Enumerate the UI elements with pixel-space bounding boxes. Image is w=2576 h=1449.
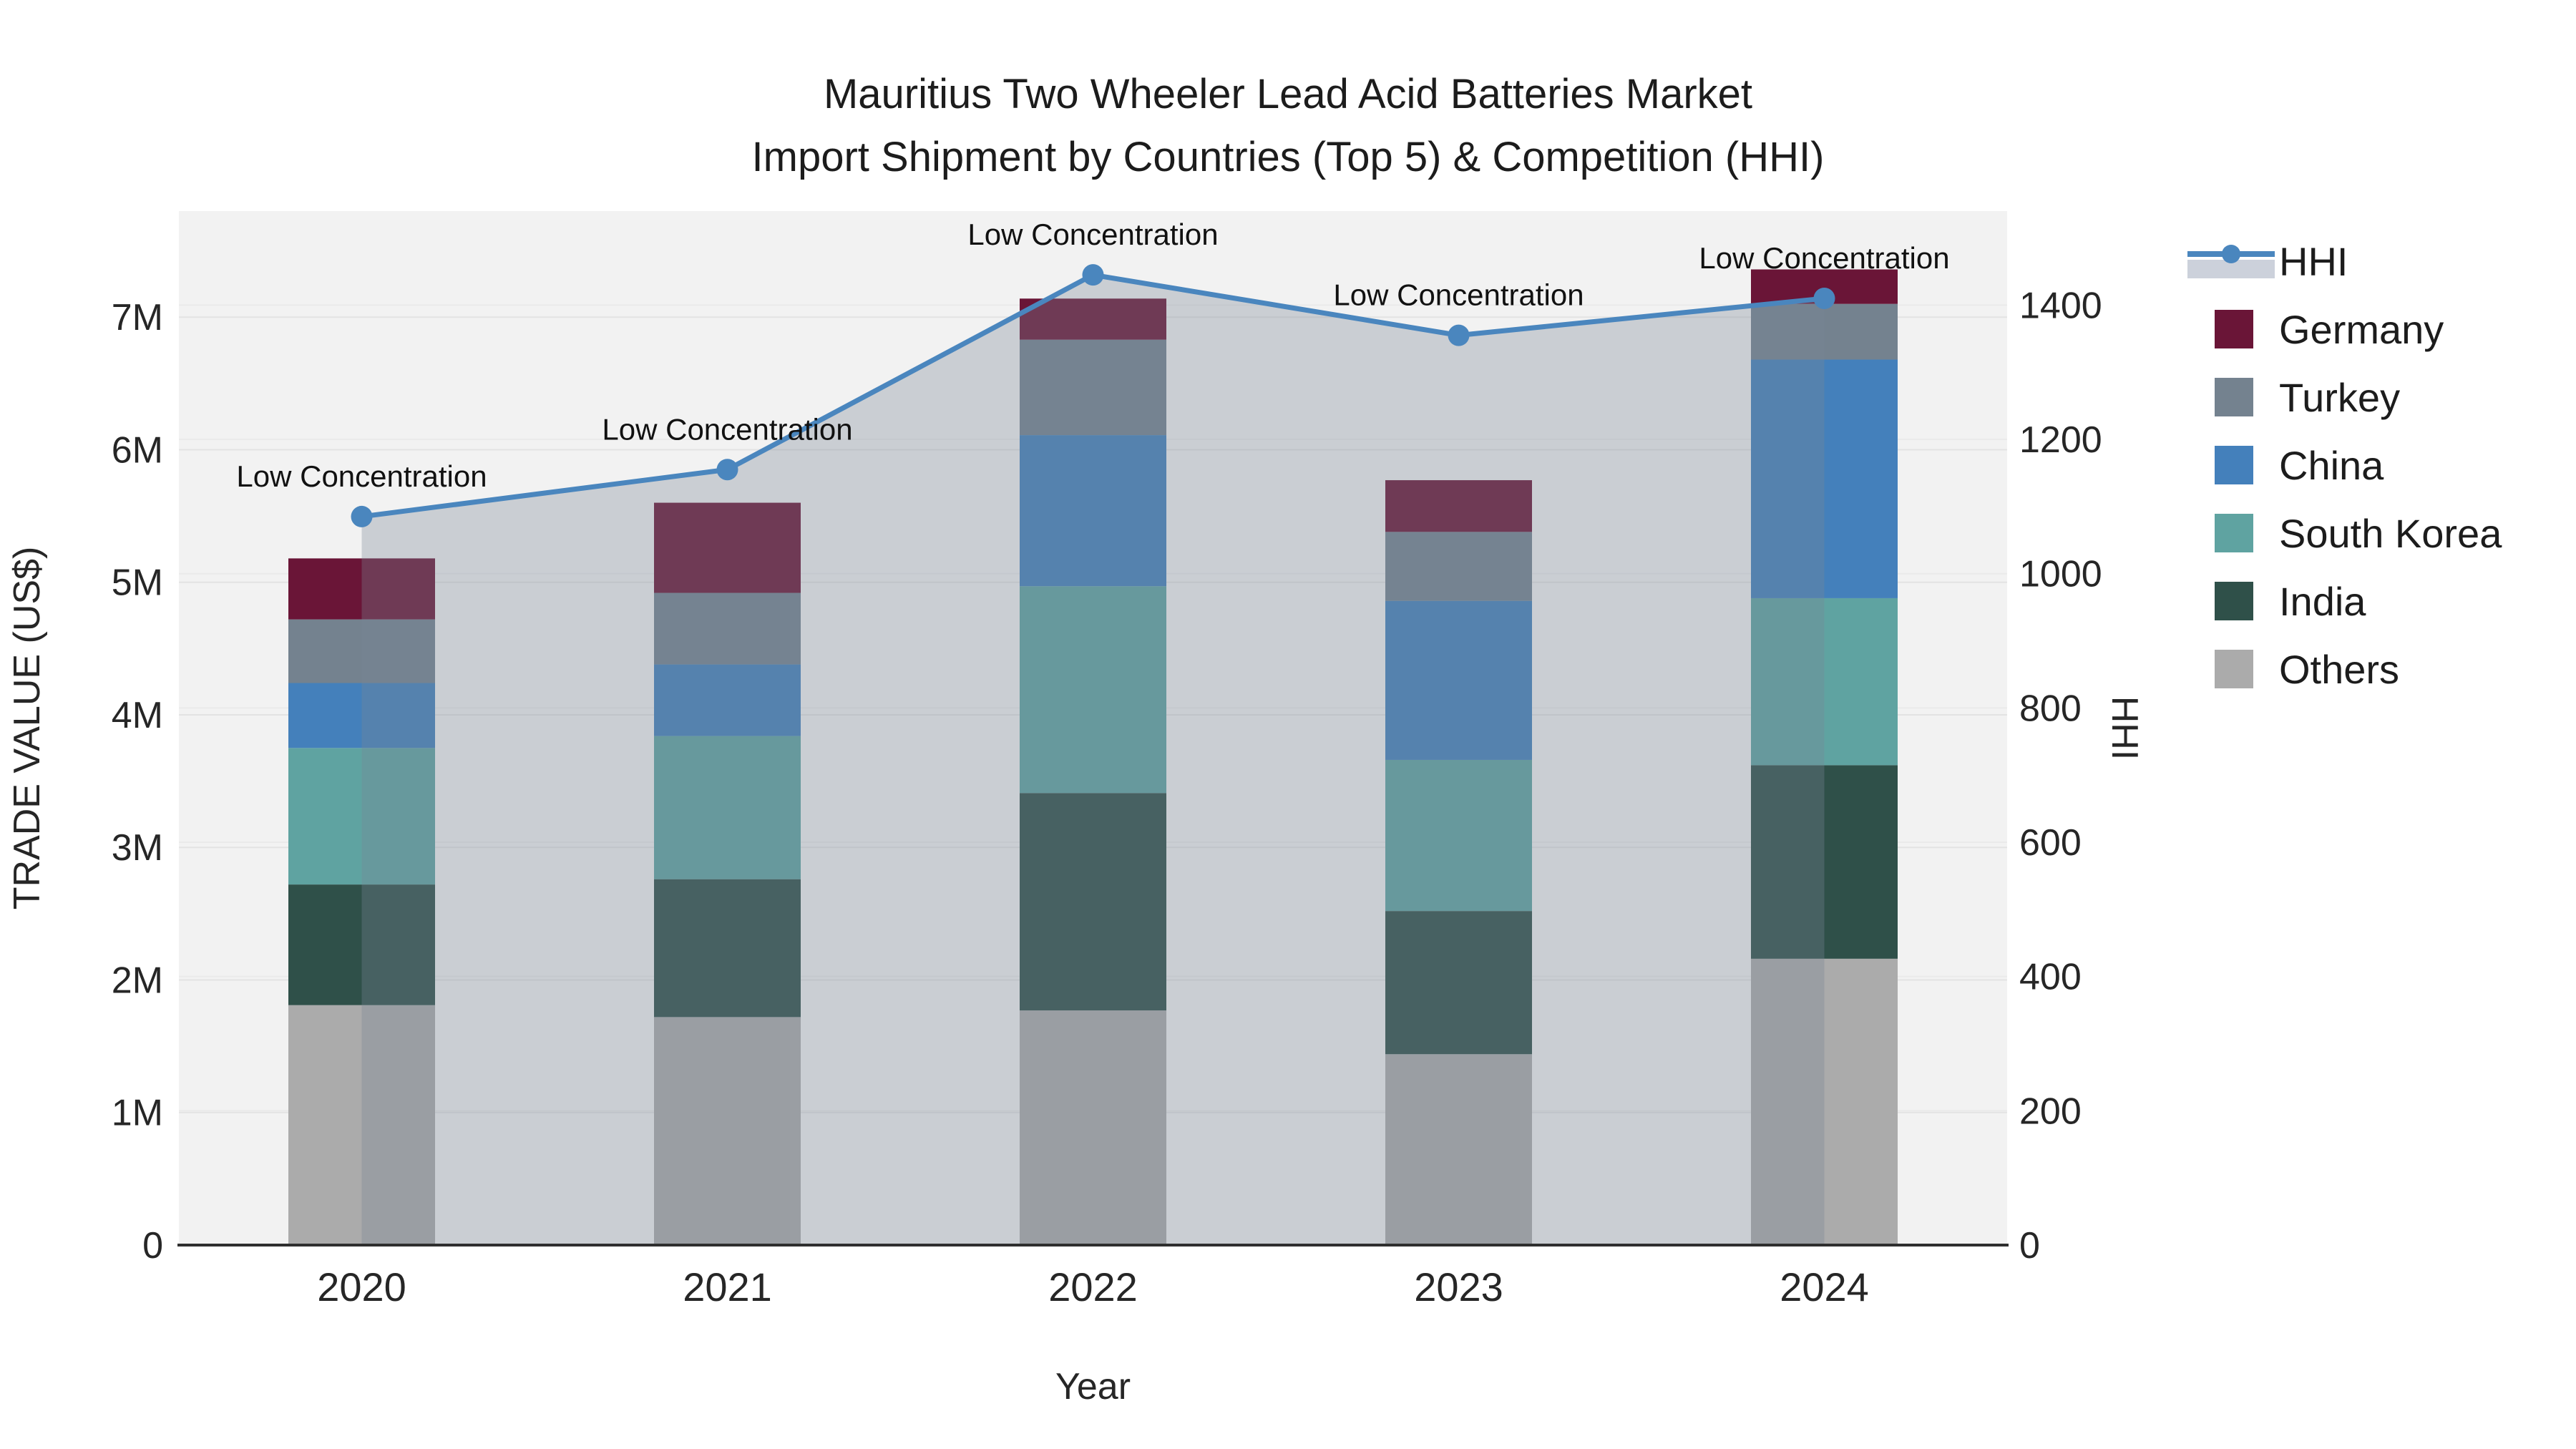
bar-segment-2023-turkey[interactable] [1385,532,1532,601]
hhi-point-2021[interactable] [716,459,738,481]
legend-label: South Korea [2279,511,2502,556]
legend-item-china[interactable]: China [2215,443,2384,488]
legend-item-turkey[interactable]: Turkey [2215,375,2400,420]
legend-swatch-icon [2215,650,2253,688]
legend-item-south-korea[interactable]: South Korea [2215,511,2502,556]
legend-swatch-icon [2215,378,2253,416]
y-left-tick-label: 5M [112,562,163,604]
legend-label: China [2279,443,2384,488]
hhi-area-fill [361,275,1825,1245]
bar-segment-2020-south-korea[interactable] [288,748,435,885]
legend-label: HHI [2279,239,2348,284]
chart-title: Mauritius Two Wheeler Lead Acid Batterie… [0,63,2576,189]
legend-label: India [2279,579,2366,624]
bar-segment-2023-china[interactable] [1385,600,1532,760]
bar-segment-2023-india[interactable] [1385,911,1532,1055]
y-right-tick-label: 0 [2019,1225,2040,1267]
legend-label: Turkey [2279,375,2400,420]
y-left-axis-title: TRADE VALUE (US$) [6,547,48,910]
bar-segment-2024-china[interactable] [1751,359,1898,598]
y-left-tick-label: 4M [112,695,163,736]
bar-segment-2021-others[interactable] [654,1017,801,1245]
y-left-tick-label: 0 [142,1225,163,1267]
annotation-2021: Low Concentration [602,412,852,446]
chart-title-line1: Mauritius Two Wheeler Lead Acid Batterie… [823,71,1753,117]
bar-segment-2022-germany[interactable] [1020,298,1166,340]
bar-segment-2020-germany[interactable] [288,558,435,620]
chart-title-line2: Import Shipment by Countries (Top 5) & C… [751,134,1825,180]
legend-hhi-marker-icon [2222,245,2240,263]
y-right-tick-label: 800 [2019,688,2082,729]
bar-segment-2024-turkey[interactable] [1751,303,1898,360]
hhi-point-2024[interactable] [1813,287,1835,309]
legend-item-germany[interactable]: Germany [2215,307,2444,352]
bar-segment-2024-others[interactable] [1751,958,1898,1245]
legend-swatch-icon [2215,446,2253,484]
legend-item-others[interactable]: Others [2215,647,2399,692]
bar-segment-2021-south-korea[interactable] [654,736,801,879]
bar-segment-2023-germany[interactable] [1385,480,1532,532]
legend-label: Germany [2279,307,2444,352]
bar-segment-2022-others[interactable] [1020,1010,1166,1245]
bar-segment-2020-china[interactable] [288,683,435,748]
legend-item-hhi[interactable]: HHI [2187,239,2348,284]
bar-segment-2023-others[interactable] [1385,1054,1532,1245]
bar-segment-2021-india[interactable] [654,879,801,1018]
y-left-tick-label: 2M [112,960,163,1001]
bar-segment-2024-india[interactable] [1751,765,1898,959]
bar-segment-2020-india[interactable] [288,884,435,1005]
y-left-tick-label: 1M [112,1093,163,1134]
annotation-2020: Low Concentration [236,459,487,493]
legend-swatch-icon [2215,310,2253,348]
hhi-point-2020[interactable] [351,505,373,527]
legend-item-india[interactable]: India [2215,579,2366,624]
x-tick-label-2022: 2022 [1048,1264,1138,1309]
hhi-point-2023[interactable] [1448,324,1470,346]
annotation-2024: Low Concentration [1699,241,1949,275]
y-right-tick-label: 200 [2019,1091,2082,1132]
bar-segment-2024-south-korea[interactable] [1751,597,1898,766]
bar-segment-2022-india[interactable] [1020,793,1166,1011]
bar-segment-2021-germany[interactable] [654,502,801,593]
annotation-2022: Low Concentration [967,218,1218,251]
y-left-tick-label: 7M [112,297,163,338]
bar-segment-2022-turkey[interactable] [1020,339,1166,436]
bar-segment-2021-turkey[interactable] [654,592,801,665]
bar-segment-2020-turkey[interactable] [288,619,435,683]
y-right-tick-label: 1200 [2019,419,2102,461]
y-right-tick-label: 1400 [2019,285,2102,326]
hhi-point-2022[interactable] [1082,264,1104,286]
y-left-tick-label: 6M [112,429,163,471]
y-right-axis-title: HHI [2104,696,2145,761]
legend-label: Others [2279,647,2399,692]
bar-segment-2021-china[interactable] [654,664,801,736]
legend-swatch-icon [2215,514,2253,552]
y-right-tick-label: 1000 [2019,554,2102,595]
y-right-tick-label: 600 [2019,822,2082,864]
bar-segment-2022-china[interactable] [1020,435,1166,587]
bar-segment-2020-others[interactable] [288,1005,435,1245]
legend-swatch-icon [2215,582,2253,620]
annotation-2023: Low Concentration [1333,278,1584,312]
x-tick-label-2024: 2024 [1780,1264,1869,1309]
x-axis-title: Year [1055,1366,1131,1407]
y-right-tick-label: 400 [2019,957,2082,998]
x-tick-label-2023: 2023 [1414,1264,1503,1309]
x-tick-label-2020: 2020 [317,1264,406,1309]
x-tick-label-2021: 2021 [683,1264,772,1309]
bar-segment-2022-south-korea[interactable] [1020,586,1166,794]
y-left-tick-label: 3M [112,827,163,869]
bar-segment-2023-south-korea[interactable] [1385,759,1532,912]
